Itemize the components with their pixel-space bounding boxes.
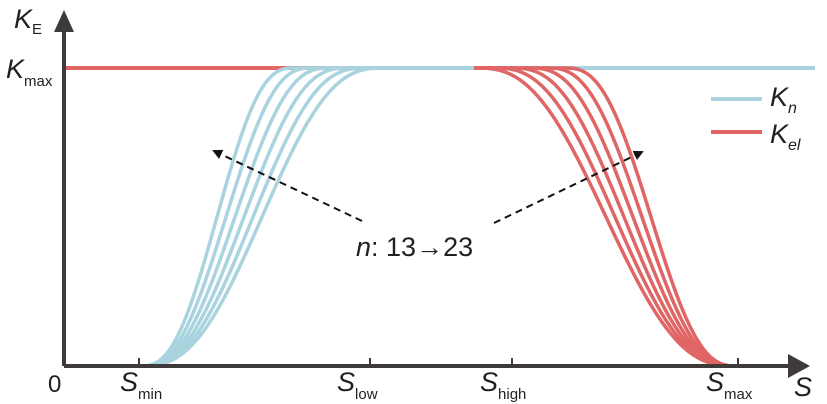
kn-curve-n13: [138, 66, 480, 368]
kel-curve-n23: [474, 66, 738, 368]
x-axis-label: S: [794, 372, 812, 402]
annotation-arrows: [212, 149, 644, 224]
x-tick-subscript: high: [498, 386, 526, 403]
kmax-symbol: K: [6, 54, 25, 84]
kn-curve-n17: [139, 66, 480, 368]
x-tick-symbol: S: [337, 367, 355, 397]
x-tick-symbol: S: [120, 367, 138, 397]
right-trend-arrow: [493, 150, 644, 224]
kmax-label: Kmax: [6, 54, 53, 90]
kel-curve-n21: [474, 66, 738, 368]
x-tick-label-smax: Smax: [706, 367, 753, 403]
kn-curves: [138, 66, 480, 368]
origin-label: 0: [48, 371, 61, 398]
x-tick-subscript: min: [138, 386, 162, 403]
legend-subscript: n: [788, 100, 797, 117]
left-trend-arrow: [212, 149, 363, 222]
annotation-variable: n: [356, 232, 371, 262]
axes: [54, 10, 810, 378]
kel-curve-n19: [474, 66, 738, 368]
y-axis-subscript: E: [32, 21, 42, 38]
legend-label-kn: Kn: [770, 82, 797, 117]
annotation-text: : 13→23: [371, 232, 473, 262]
x-tick-label-shigh: Shigh: [480, 367, 526, 403]
y-axis-arrowhead: [54, 10, 74, 32]
x-tick-label-smin: Smin: [120, 367, 162, 403]
kel-curve-n17: [474, 66, 738, 368]
y-axis-symbol: K: [14, 4, 33, 34]
x-tick-symbol: S: [480, 367, 498, 397]
x-tick-marks: [138, 358, 739, 366]
n-range-annotation: n: 13→23: [356, 232, 473, 262]
kel-curves: [474, 66, 738, 368]
x-tick-subscript: max: [724, 386, 753, 403]
kn-curve-n23: [139, 66, 480, 368]
legend-symbol: K: [770, 82, 789, 112]
kel-curve-n13: [474, 66, 738, 368]
x-axis-arrowhead: [788, 354, 810, 378]
x-tick-subscript: low: [355, 386, 378, 403]
legend-label-kel: Kel: [770, 119, 801, 154]
kel-curve-n15: [474, 66, 738, 368]
legend-symbol: K: [770, 119, 789, 149]
x-tick-label-slow: Slow: [337, 367, 378, 403]
legend: Kn Kel: [711, 82, 801, 154]
y-axis-label: KE: [14, 4, 42, 38]
x-tick-symbol: S: [706, 367, 724, 397]
kn-curve-n19: [139, 66, 480, 368]
kmax-subscript: max: [24, 73, 53, 90]
legend-subscript: el: [788, 137, 801, 154]
kn-curve-n15: [139, 66, 480, 368]
